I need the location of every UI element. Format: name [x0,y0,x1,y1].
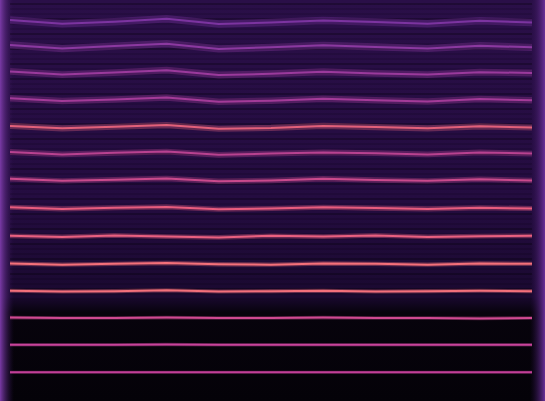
harmonic-glow [10,235,532,237]
harmonic-glow [10,316,532,321]
texture [10,133,532,135]
texture [10,273,532,275]
harmonic-line [10,343,532,345]
texture [10,143,532,145]
texture [10,228,532,230]
texture [10,188,532,190]
spectrogram [0,0,545,401]
texture [10,283,532,285]
harmonic-line [10,19,532,24]
texture [10,163,532,165]
texture [10,173,532,175]
texture [10,33,532,35]
harmonic-line [10,235,532,237]
harmonic-line [10,97,532,101]
texture [10,298,532,300]
texture [10,108,532,110]
left-edge [0,0,14,401]
texture [10,193,532,195]
texture [10,213,532,215]
texture [10,8,532,10]
texture [10,263,532,265]
texture [10,243,532,245]
texture [10,93,532,95]
harmonic-line [10,44,532,49]
texture [10,248,532,250]
texture [10,58,532,60]
texture [10,268,532,270]
texture [10,13,532,15]
texture [10,203,532,205]
harmonic-glow [10,19,532,24]
texture [10,138,532,140]
harmonic-glow [10,44,532,49]
harmonic-glow [10,125,532,129]
texture [10,218,532,220]
harmonic-line [10,178,532,181]
harmonic-glow [10,70,532,75]
texture [10,63,532,65]
texture [10,3,532,5]
harmonic-glow [10,290,532,291]
harmonic-glow [10,97,532,101]
harmonic-line [10,290,532,291]
harmonic-line [10,371,532,373]
harmonic-glow [10,152,532,155]
texture [10,258,532,260]
texture [10,83,532,85]
texture [10,68,532,70]
texture [10,278,532,280]
texture [10,38,532,40]
harmonic-glow [10,263,532,265]
harmonic-glow [10,178,532,181]
texture [10,78,532,80]
texture [10,293,532,295]
plot-area [10,19,532,372]
harmonic-line [10,317,532,320]
texture [10,118,532,120]
harmonic-line [10,125,532,129]
harmonic-line [10,207,532,209]
texture [10,253,532,255]
harmonic-line [10,152,532,155]
texture [10,223,532,225]
harmonic-glow [10,343,532,347]
texture [10,198,532,200]
background [0,0,545,401]
harmonic-glow [10,371,532,374]
texture [10,158,532,160]
texture [10,88,532,90]
texture [10,168,532,170]
texture [10,113,532,115]
texture [10,28,532,30]
texture [10,148,532,150]
texture [10,183,532,185]
texture [10,53,532,55]
harmonic-line [10,70,532,75]
harmonic-glow [10,207,532,209]
harmonic-line [10,263,532,265]
right-edge [530,0,545,401]
